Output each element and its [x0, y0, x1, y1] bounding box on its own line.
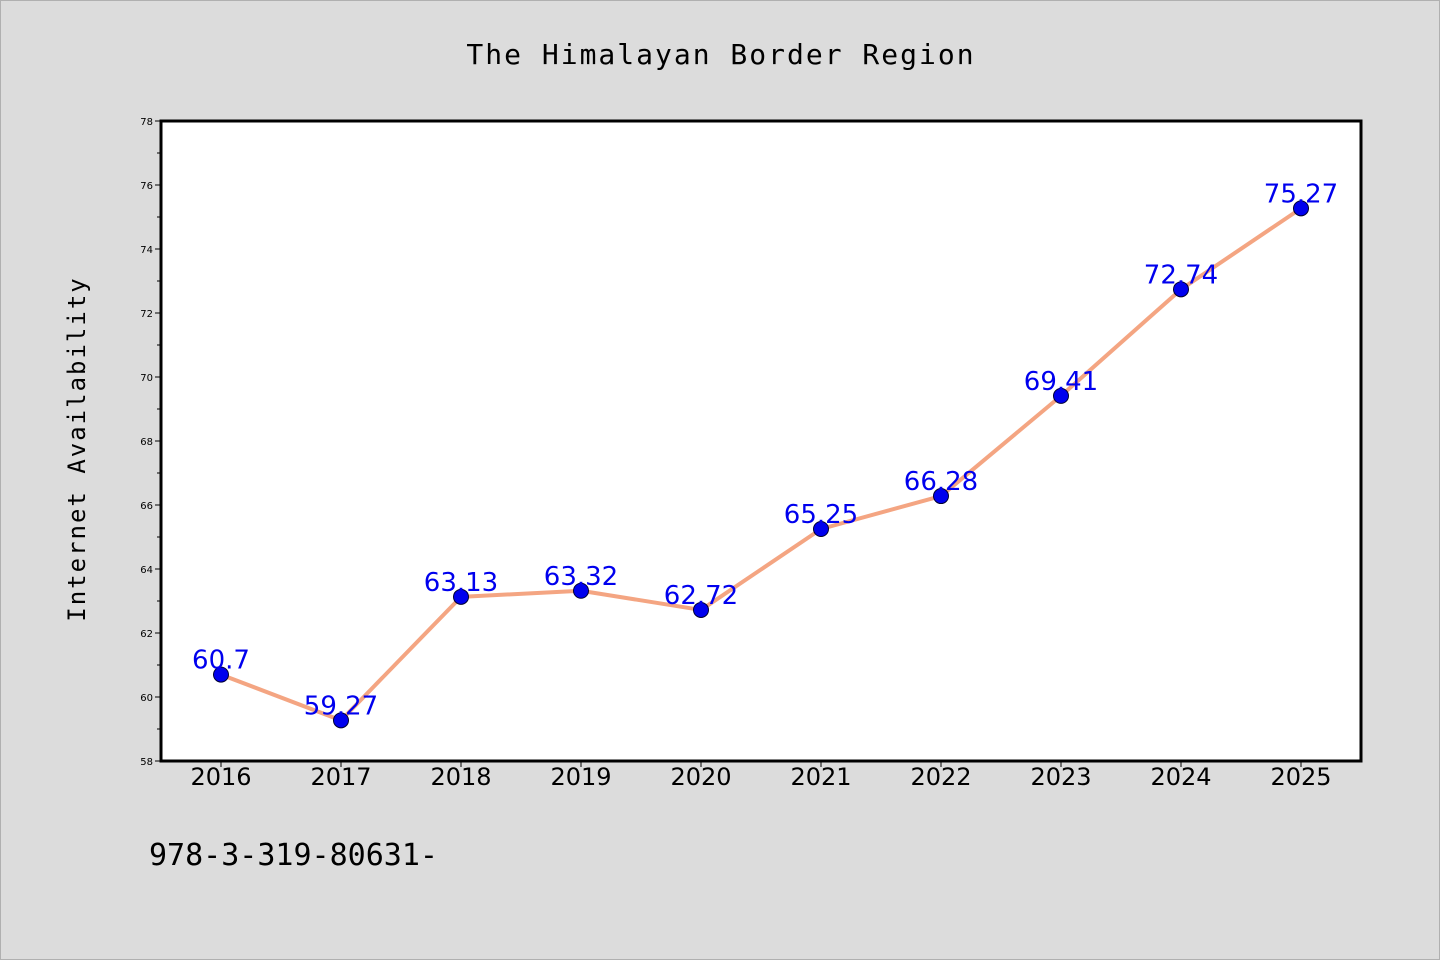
data-point [213, 666, 229, 683]
y-tick-label: 74 [140, 245, 153, 256]
y-tick-label: 60 [140, 693, 153, 704]
data-label: 63.13 [424, 568, 498, 598]
data-point [1173, 281, 1189, 298]
x-tick-label: 2025 [1270, 763, 1331, 791]
y-tick-label: 70 [140, 373, 153, 384]
data-labels-group: 60.7 59.27 63.13 63.32 62.72 65.25 66.28 69.41 7… [192, 179, 1338, 721]
data-label: 72.74 [1144, 260, 1218, 290]
data-label: 75.27 [1264, 179, 1338, 209]
data-point [1053, 387, 1069, 404]
data-point [453, 588, 469, 605]
y-tick-label: 66 [140, 501, 153, 512]
footer-code: 978-3-319-80631- [149, 838, 438, 873]
data-label: 60.7 [192, 646, 250, 676]
chart-title: The Himalayan Border Region [466, 38, 975, 71]
data-point [1293, 200, 1309, 217]
data-label: 59.27 [304, 691, 378, 721]
x-tick-label: 2022 [910, 763, 971, 791]
x-tick-label: 2018 [430, 763, 491, 791]
y-tick-label: 64 [140, 565, 153, 576]
plot-area [159, 119, 1363, 763]
data-point [573, 582, 589, 599]
data-label: 65.25 [784, 500, 858, 530]
data-label: 66.28 [904, 467, 978, 497]
y-tick-label: 58 [140, 757, 153, 768]
x-axis-ticks: 2016 2017 2018 2019 2020 2021 2022 2023 2024 2025 [190, 761, 1332, 791]
y-axis-ticks: 58 60 62 64 66 68 70 72 74 76 78 [140, 117, 161, 768]
y-tick-label: 62 [140, 629, 153, 640]
x-tick-label: 2023 [1030, 763, 1091, 791]
x-tick-label: 2024 [1150, 763, 1211, 791]
data-point [693, 601, 709, 618]
x-tick-label: 2020 [670, 763, 731, 791]
series-line-group [220, 206, 1303, 723]
data-label: 69.41 [1024, 367, 1098, 397]
data-label: 63.32 [544, 562, 618, 592]
x-tick-label: 2021 [790, 763, 851, 791]
series-line [220, 206, 1303, 723]
y-tick-label: 68 [140, 437, 153, 448]
x-tick-label: 2019 [550, 763, 611, 791]
data-label: 62.72 [664, 581, 738, 611]
y-tick-label: 78 [140, 117, 153, 128]
data-points-group [213, 200, 1309, 729]
data-point [813, 521, 829, 537]
data-point [933, 488, 949, 505]
y-tick-label: 72 [140, 309, 153, 320]
x-tick-label: 2017 [310, 763, 371, 791]
y-tick-label: 76 [140, 181, 153, 192]
y-axis-label: Internet Availability [63, 276, 91, 621]
data-point [333, 712, 349, 729]
x-tick-label: 2016 [190, 763, 251, 791]
